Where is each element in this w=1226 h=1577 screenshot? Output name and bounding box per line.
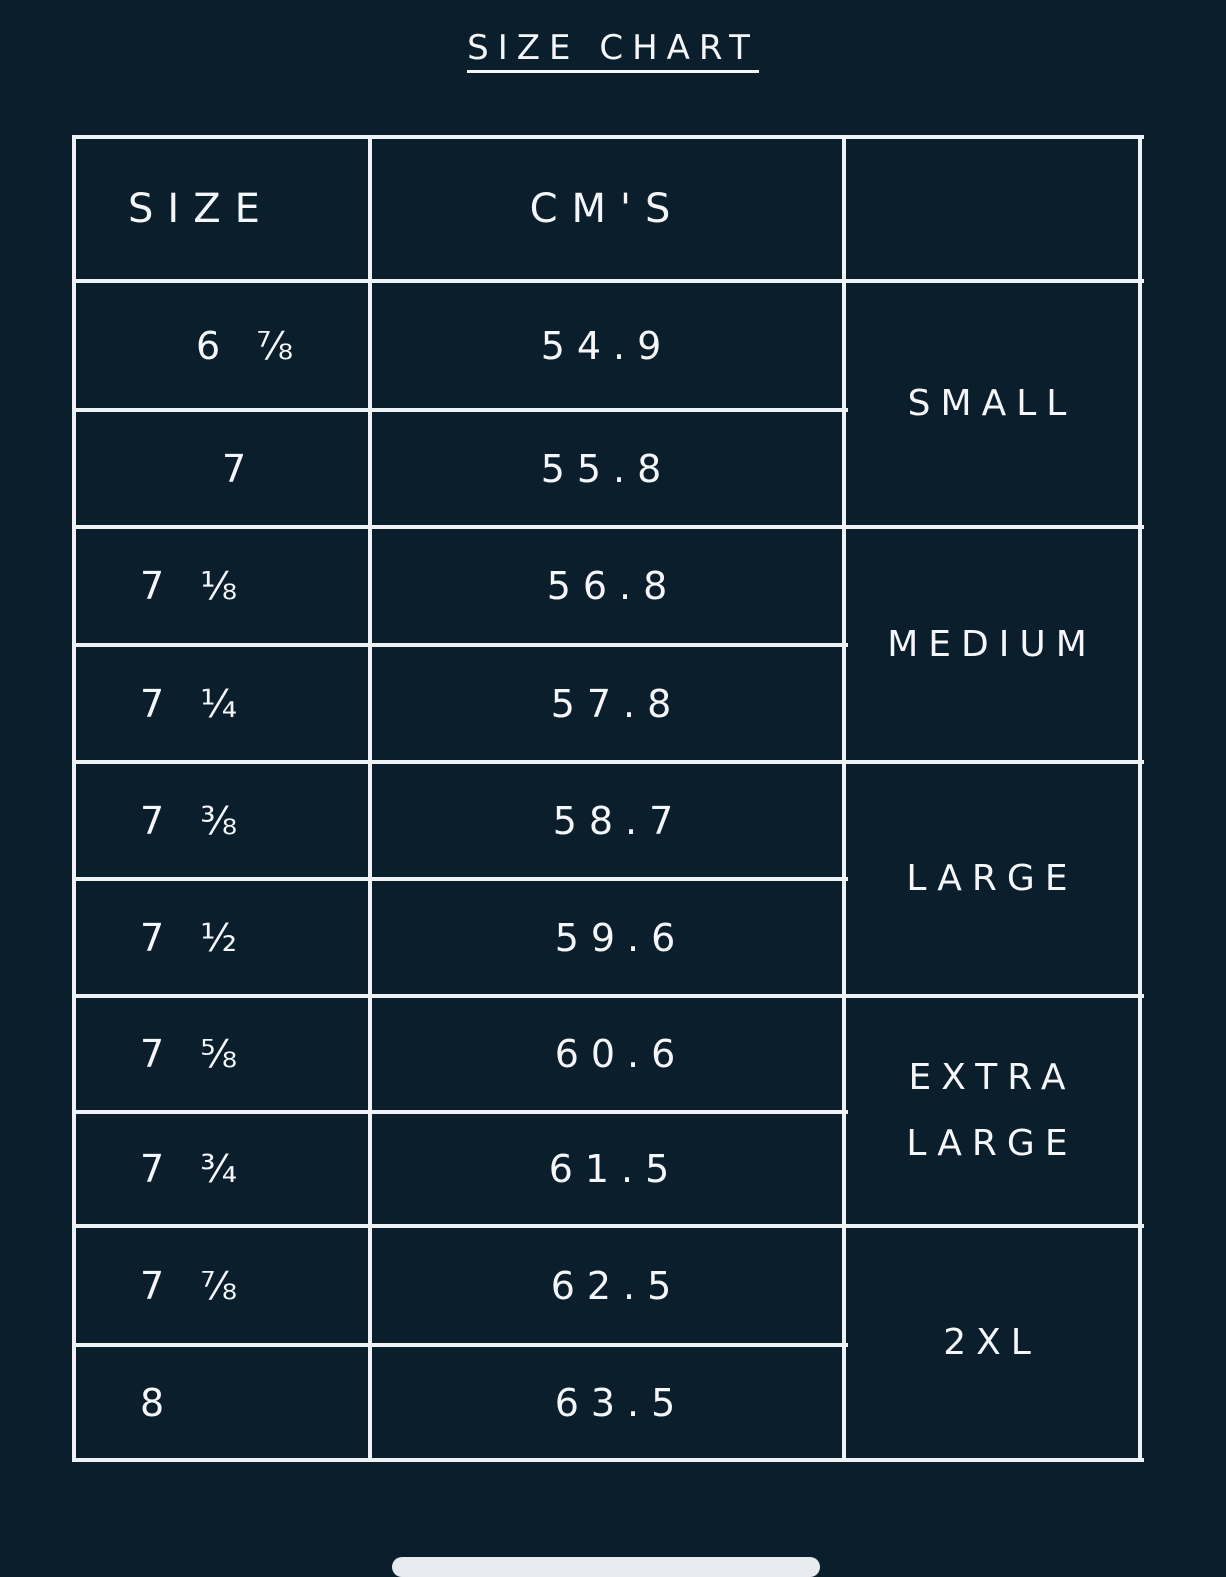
size-group-label: EXTRA LARGE [844, 996, 1140, 1226]
size-value: 7 ⅞ [140, 1263, 250, 1308]
cm-value: 60.6 [554, 1032, 688, 1076]
row-divider [74, 760, 1144, 764]
column-divider [368, 135, 372, 1462]
row-divider [74, 994, 1144, 998]
group-label-line: MEDIUM [887, 623, 1097, 665]
size-group-label: LARGE [844, 762, 1140, 996]
row-divider [74, 135, 1144, 139]
column-divider [72, 135, 76, 1462]
cm-value: 63.5 [554, 1380, 688, 1425]
group-label-line: EXTRA [908, 1057, 1076, 1098]
group-label-line: 2XL [943, 1322, 1041, 1363]
group-label-line: LARGE [906, 1123, 1078, 1164]
size-group-label: SMALL [844, 281, 1140, 527]
cm-value: 58.7 [552, 798, 686, 843]
row-divider [74, 1110, 848, 1114]
cm-value: 55.8 [540, 446, 674, 491]
cm-value: 54.9 [540, 323, 674, 368]
group-label-line: SMALL [907, 383, 1077, 424]
header-cms: CM'S [529, 186, 685, 232]
size-value: 7 ¾ [140, 1147, 250, 1191]
title-text: SIZE CHART [467, 28, 759, 73]
cm-value: 59.6 [554, 915, 688, 960]
row-divider [74, 1224, 1144, 1228]
size-value: 7 [222, 446, 259, 491]
size-value: 7 ⅜ [140, 798, 250, 843]
size-value: 8 [140, 1380, 177, 1425]
size-value: 6 ⅞ [196, 323, 306, 368]
size-value: 7 ½ [140, 915, 250, 960]
size-value: 7 ⅛ [140, 564, 250, 608]
cm-value: 62.5 [550, 1263, 684, 1308]
row-divider [74, 279, 1144, 283]
header-size: SIZE [128, 186, 274, 232]
cm-value: 57.8 [550, 681, 684, 726]
cm-value: 56.8 [546, 564, 680, 608]
row-divider [74, 877, 848, 881]
row-divider [74, 525, 1144, 529]
row-divider [74, 1458, 1144, 1462]
size-group-label: 2XL [844, 1226, 1140, 1460]
column-divider [1138, 135, 1142, 1462]
group-label-line: LARGE [906, 858, 1078, 899]
size-value: 7 ¼ [140, 681, 250, 726]
column-divider [842, 135, 846, 1462]
row-divider [74, 643, 848, 647]
row-divider [74, 1343, 848, 1347]
row-divider [74, 408, 848, 412]
size-value: 7 ⅝ [140, 1032, 250, 1076]
home-indicator [392, 1557, 820, 1577]
page-title: SIZE CHART [0, 28, 1226, 73]
size-group-label: MEDIUM [844, 527, 1140, 762]
cm-value: 61.5 [548, 1147, 682, 1191]
